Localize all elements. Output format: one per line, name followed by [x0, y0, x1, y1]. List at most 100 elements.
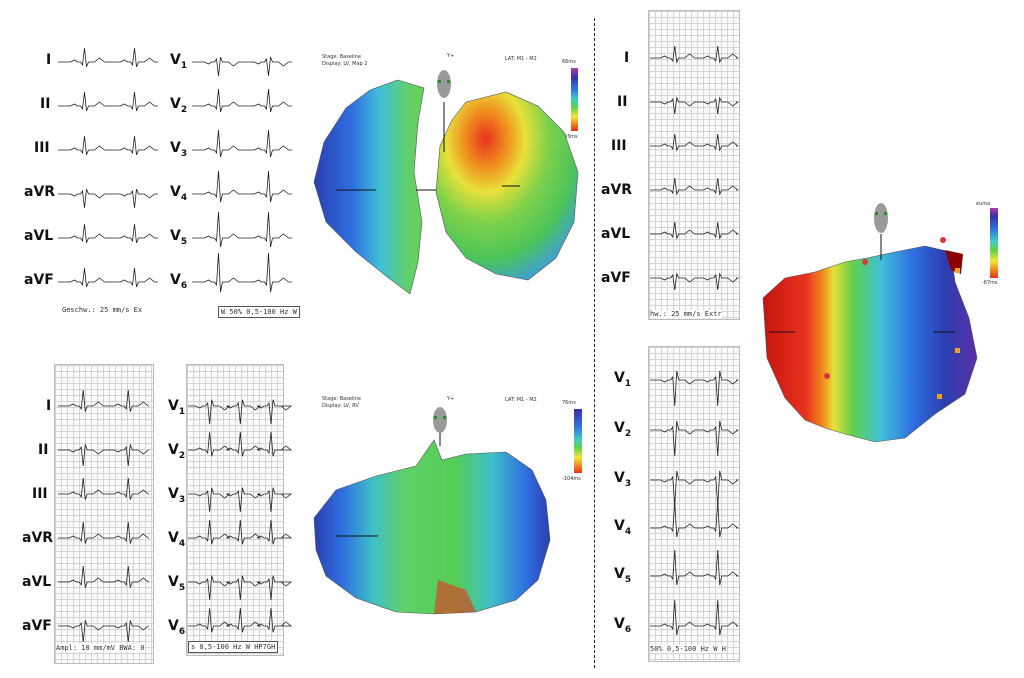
map-display: Display: LV, Map 2: [322, 61, 368, 67]
ecg-trace-chest: [650, 470, 739, 507]
lead-label-III: III: [34, 140, 50, 156]
lead-label-V3: V3: [168, 486, 186, 505]
head-orientation-icon: [433, 407, 447, 433]
ecg-trace-chest: [650, 599, 739, 636]
lead-label-V6: V6: [170, 272, 188, 291]
map-axis-label: Y+: [447, 396, 455, 402]
lead-label-I: I: [624, 50, 630, 66]
map-display: Display: LV, RV: [322, 403, 359, 409]
ecg-grid-limb: [54, 364, 154, 664]
ecg-trace-limb: [58, 444, 150, 467]
ecg-grid-limb: [648, 10, 740, 320]
lead-label-aVL: aVL: [601, 226, 631, 242]
ecg-trace-limb: [58, 223, 158, 244]
head-orientation-icon: [874, 203, 888, 233]
lead-label-II: II: [40, 96, 51, 112]
ecg-trace-chest: [188, 487, 293, 513]
map-stage: Stage: Baseline: [322, 396, 361, 402]
ecg-footer-filter: s 0,5-100 Hz W HP7GH: [188, 641, 279, 653]
scale-max-label: euma: [976, 201, 991, 207]
lead-label-aVL: aVL: [24, 228, 54, 244]
lead-label-V1: V1: [170, 52, 188, 71]
lead-label-V4: V4: [614, 518, 632, 537]
ecg-traces-bottom-left: [58, 389, 293, 643]
ecg-trace-limb: [58, 135, 158, 156]
lead-label-III: III: [32, 486, 48, 502]
ecg-traces-right: [650, 45, 739, 636]
lead-label-V5: V5: [168, 574, 186, 593]
ecg-trace-chest: [650, 501, 739, 538]
color-scale-bar: [571, 68, 578, 131]
lead-label-V3: V3: [614, 470, 632, 489]
lead-label-V5: V5: [170, 228, 188, 247]
color-scale-bar: [574, 409, 582, 473]
ecg-trace-limb: [650, 221, 739, 240]
lead-label-aVR: aVR: [601, 182, 633, 198]
ecg-trace-chest: [192, 56, 292, 77]
ecg-trace-limb: [58, 620, 150, 643]
lead-label-V4: V4: [170, 184, 188, 203]
map-stage: Stage: Baseline: [322, 54, 361, 60]
ecg-trace-chest: [650, 370, 739, 407]
lead-label-II: II: [617, 94, 628, 110]
ecg-trace-limb: [650, 133, 739, 152]
lead-label-aVR: aVR: [24, 184, 56, 200]
lead-label-aVF: aVF: [24, 272, 54, 288]
ecg-footer-filter: W 50% 0,5-100 Hz W: [218, 306, 300, 318]
panel-divider: [594, 18, 595, 668]
ecg-footer-speed: hw.: 25 mm/s Extr: [650, 310, 722, 318]
ecg-grid-chest: [186, 364, 284, 656]
ecg-trace-limb: [650, 272, 739, 291]
ecg-trace-chest: [188, 399, 293, 425]
lead-label-aVL: aVL: [22, 574, 52, 590]
lead-label-V4: V4: [168, 530, 186, 549]
lead-label-III: III: [611, 138, 627, 154]
ecg-traces-top-left: [58, 47, 292, 293]
ecg-footer-amplitude: Ampl: 10 mm/mV BWA: 0: [56, 644, 145, 652]
heart-map-top: [313, 70, 579, 295]
lead-label-I: I: [46, 398, 52, 414]
lead-label-V2: V2: [170, 96, 188, 115]
ecg-trace-chest: [188, 431, 293, 457]
lead-label-I: I: [46, 52, 52, 68]
ecg-trace-chest: [650, 420, 739, 457]
ecg-trace-limb: [58, 91, 158, 112]
ecg-trace-chest: [650, 549, 739, 586]
lead-label-aVF: aVF: [601, 270, 631, 286]
scale-max-label: 66ms: [562, 59, 576, 65]
color-scale-bar: [990, 208, 998, 278]
lead-label-V5: V5: [614, 566, 632, 585]
ecg-grid-chest: [648, 346, 740, 662]
head-orientation-icon: [437, 70, 451, 98]
ecg-trace-limb: [650, 177, 739, 196]
lead-label-V2: V2: [168, 442, 186, 461]
lead-label-aVR: aVR: [22, 530, 54, 546]
ecg-trace-limb: [58, 267, 158, 288]
heart-map-bottom: [313, 407, 551, 615]
ecg-footer-speed: Geschw.: 25 mm/s Ex: [62, 306, 143, 314]
ecg-trace-limb: [58, 389, 150, 412]
ecg-trace-limb: [58, 565, 150, 588]
lead-label-V6: V6: [168, 618, 186, 637]
scale-min-label: -93ms: [562, 134, 578, 140]
lead-label-II: II: [38, 442, 49, 458]
map-lat: LAT: M1 - M2: [505, 56, 537, 62]
ecg-trace-chest: [192, 211, 292, 248]
map-axis-label: Y+: [447, 53, 455, 59]
ecg-trace-chest: [188, 607, 293, 633]
ecg-trace-chest: [192, 129, 292, 158]
lead-label-V6: V6: [614, 616, 632, 635]
ecg-trace-chest: [192, 252, 292, 293]
ecg-trace-limb: [58, 477, 150, 500]
ecg-footer-filter: 50% 0,5-100 Hz W H: [650, 645, 726, 653]
ecg-trace-chest: [188, 575, 293, 601]
ecg-trace-chest: [192, 88, 292, 113]
ecg-trace-limb: [58, 521, 150, 544]
ecg-trace-chest: [188, 519, 293, 545]
lead-label-aVF: aVF: [22, 618, 52, 634]
scale-min-label: -104ms: [562, 476, 581, 482]
scale-max-label: 76ms: [562, 400, 576, 406]
ecg-trace-limb: [650, 96, 739, 115]
lead-label-V3: V3: [170, 140, 188, 159]
lead-label-V1: V1: [168, 398, 186, 417]
